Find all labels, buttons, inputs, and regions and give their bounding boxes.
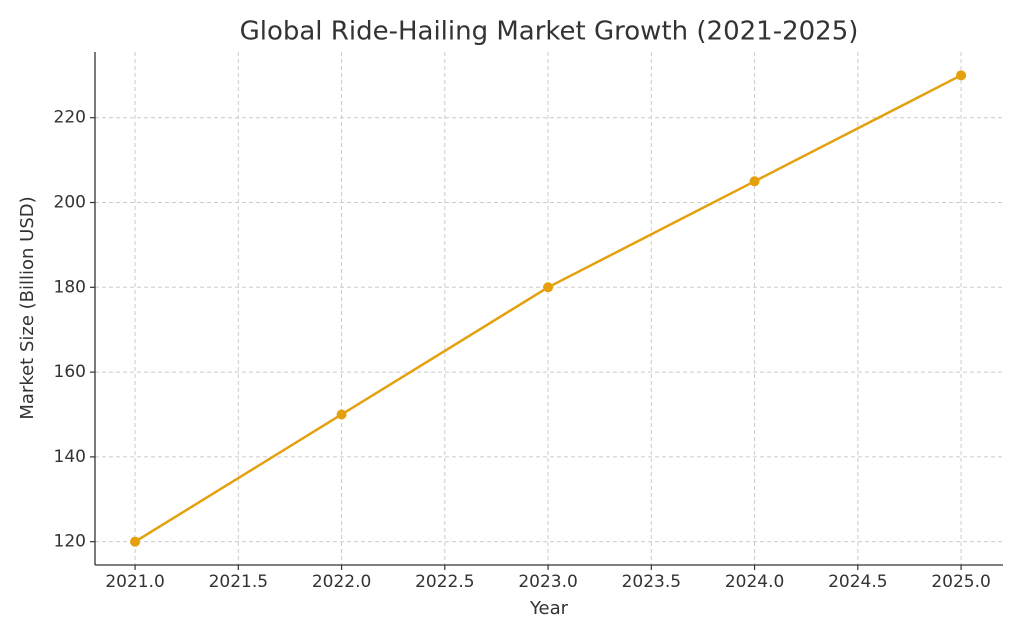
x-tick-label: 2022.0 (312, 572, 371, 592)
x-tick-label: 2021.5 (209, 572, 268, 592)
y-tick-label: 120 (54, 532, 86, 552)
point (749, 176, 760, 187)
point (336, 409, 347, 420)
x-tick-label: 2021.0 (105, 572, 164, 592)
chart-title: Global Ride-Hailing Market Growth (2021-… (240, 17, 859, 47)
y-tick-label: 220 (54, 108, 86, 128)
x-tick-label: 2022.5 (415, 572, 474, 592)
point (956, 70, 967, 81)
y-tick-label: 200 (54, 193, 86, 213)
y-axis-label: Market Size (Billion USD) (17, 196, 38, 419)
x-axis-label: Year (529, 598, 569, 619)
x-tick-label: 2025.0 (931, 572, 990, 592)
x-tick-label: 2024.0 (725, 572, 784, 592)
y-tick-label: 160 (54, 362, 86, 382)
point (130, 536, 141, 547)
x-tick-label: 2023.0 (518, 572, 577, 592)
x-tick-label: 2023.5 (622, 572, 681, 592)
y-tick-label: 180 (54, 277, 86, 297)
x-tick-label: 2024.5 (828, 572, 887, 592)
y-tick-label: 140 (54, 447, 86, 467)
point (543, 282, 554, 293)
